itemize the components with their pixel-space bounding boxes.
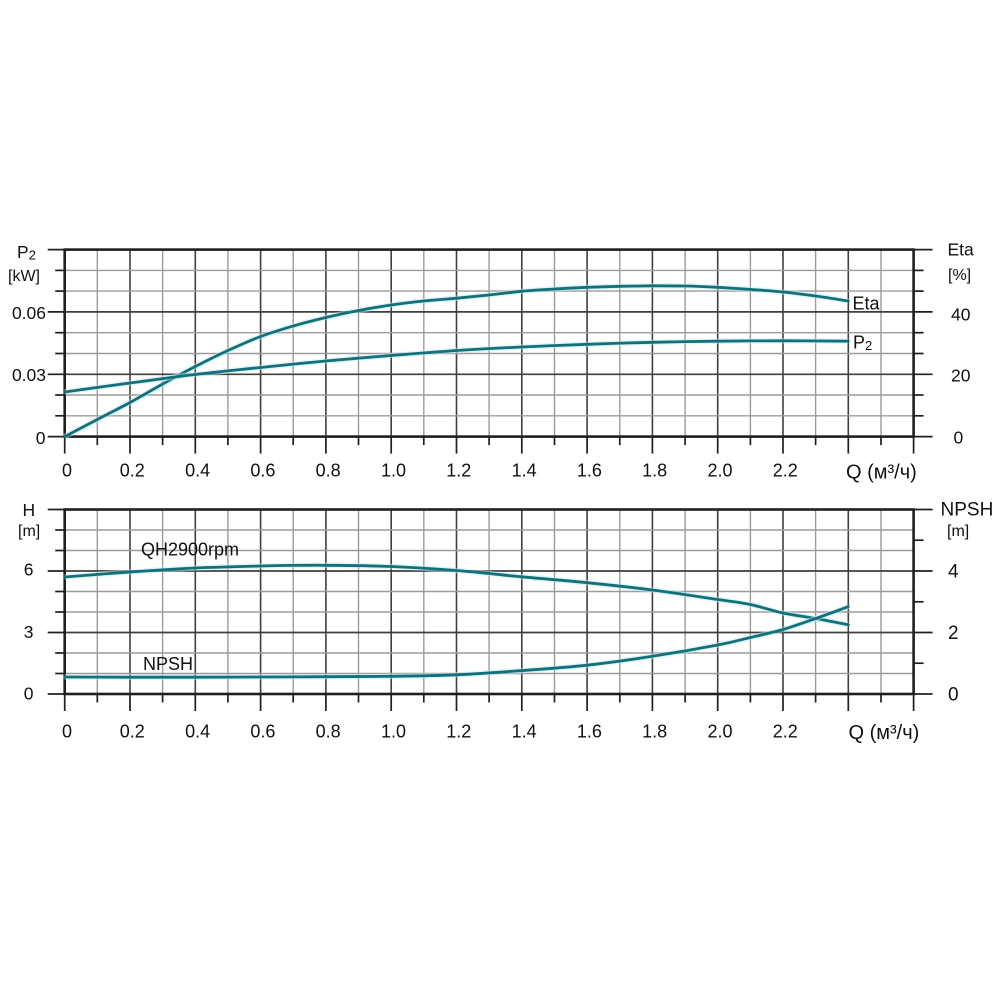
- svg-text:1.8: 1.8: [642, 461, 667, 481]
- svg-text:P2: P2: [17, 242, 36, 263]
- svg-text:P2: P2: [853, 333, 872, 354]
- svg-text:0: 0: [954, 428, 964, 448]
- svg-text:1.4: 1.4: [512, 722, 537, 742]
- svg-text:2.2: 2.2: [773, 722, 798, 742]
- svg-text:6: 6: [24, 560, 34, 580]
- svg-text:0.8: 0.8: [316, 722, 341, 742]
- svg-text:2.2: 2.2: [773, 461, 798, 481]
- svg-text:NPSH: NPSH: [143, 654, 193, 674]
- svg-text:40: 40: [951, 305, 971, 325]
- svg-text:NPSH: NPSH: [941, 500, 994, 521]
- svg-text:1.6: 1.6: [577, 722, 602, 742]
- svg-text:1.2: 1.2: [446, 461, 471, 481]
- svg-text:0.8: 0.8: [316, 461, 341, 481]
- svg-text:1.0: 1.0: [381, 722, 406, 742]
- svg-text:Eta: Eta: [948, 240, 975, 260]
- svg-text:[kW]: [kW]: [8, 268, 40, 285]
- svg-text:0: 0: [948, 685, 959, 706]
- svg-text:0.2: 0.2: [120, 722, 145, 742]
- svg-text:0.2: 0.2: [120, 461, 145, 481]
- svg-text:1.6: 1.6: [577, 461, 602, 481]
- svg-text:0.06: 0.06: [12, 303, 46, 323]
- svg-text:0: 0: [62, 461, 72, 481]
- svg-text:0.4: 0.4: [185, 722, 210, 742]
- svg-text:[%]: [%]: [948, 267, 971, 284]
- svg-text:1.4: 1.4: [512, 461, 537, 481]
- svg-text:0: 0: [62, 722, 72, 742]
- svg-text:2.0: 2.0: [707, 461, 732, 481]
- svg-text:1.2: 1.2: [446, 722, 471, 742]
- svg-text:Eta: Eta: [853, 294, 881, 314]
- svg-text:0.4: 0.4: [185, 461, 210, 481]
- svg-text:[m]: [m]: [18, 523, 40, 540]
- svg-text:1.0: 1.0: [381, 461, 406, 481]
- svg-text:Q (м³/ч): Q (м³/ч): [846, 462, 917, 484]
- svg-text:0: 0: [36, 428, 46, 448]
- svg-text:H: H: [23, 500, 36, 520]
- svg-text:[m]: [m]: [947, 523, 969, 540]
- svg-text:1.8: 1.8: [642, 722, 667, 742]
- svg-text:0.6: 0.6: [250, 722, 275, 742]
- svg-text:QH2900rpm: QH2900rpm: [141, 540, 239, 560]
- svg-text:0.03: 0.03: [12, 365, 46, 385]
- svg-text:0.6: 0.6: [250, 461, 275, 481]
- svg-text:2: 2: [948, 623, 959, 644]
- svg-text:4: 4: [948, 562, 959, 583]
- svg-text:20: 20: [951, 365, 971, 385]
- svg-text:Q (м³/ч): Q (м³/ч): [849, 722, 920, 744]
- svg-text:0: 0: [24, 684, 34, 704]
- svg-text:2.0: 2.0: [707, 722, 732, 742]
- svg-text:3: 3: [24, 622, 34, 642]
